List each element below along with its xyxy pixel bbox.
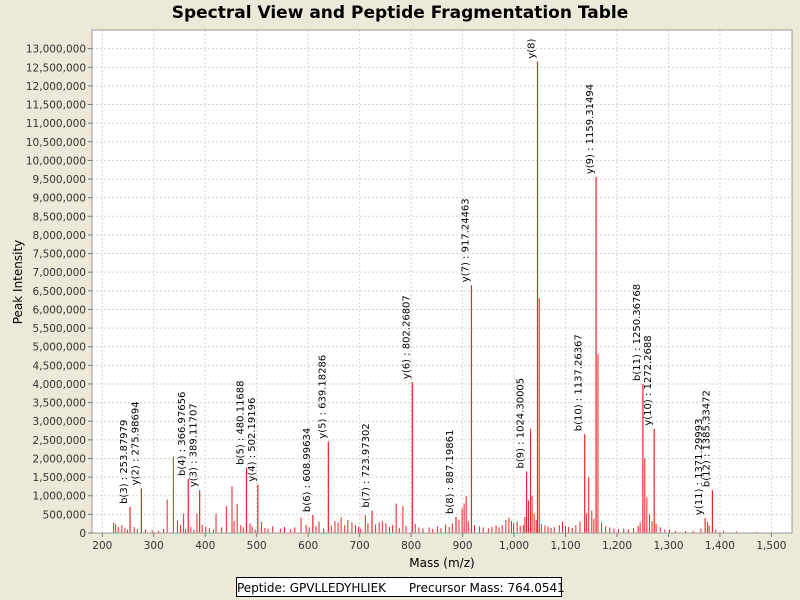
x-tick-label: 300 — [144, 540, 164, 552]
peak-label: b(11) : 1250.36768 — [632, 284, 643, 381]
x-tick-label: 1,000 — [499, 540, 529, 552]
peak-label: b(10) : 1137.26367 — [574, 334, 585, 431]
peak-label: y(3) : 389.11707 — [189, 403, 200, 487]
peak-label: b(6) : 608.99634 — [302, 428, 313, 512]
chart-title: Spectral View and Peptide Fragmentation … — [171, 3, 629, 23]
peak-label: y(5) : 639.18286 — [317, 355, 328, 439]
peak-label: b(5) : 480.11688 — [235, 380, 246, 464]
peak-label: b(9) : 1024.30005 — [516, 378, 527, 469]
y-tick-label: 7,000,000 — [33, 267, 86, 279]
y-tick-label: 11,000,000 — [26, 118, 86, 130]
x-tick-label: 1,500 — [756, 540, 786, 552]
y-tick-label: 5,500,000 — [33, 323, 86, 335]
y-tick-label: 6,500,000 — [33, 286, 86, 298]
y-tick-label: 0 — [79, 528, 86, 540]
legend-precursor-mass: Precursor Mass: 764.0541 — [408, 581, 565, 595]
x-tick-label: 900 — [453, 540, 473, 552]
peak-label: b(8) : 887.19861 — [445, 430, 456, 514]
y-tick-label: 500,000 — [43, 509, 86, 521]
y-tick-label: 11,500,000 — [26, 100, 86, 112]
y-tick-label: 12,500,000 — [26, 62, 86, 74]
y-tick-label: 6,000,000 — [33, 304, 86, 316]
x-tick-label: 1,100 — [550, 540, 580, 552]
x-axis-label: Mass (m/z) — [409, 556, 474, 570]
y-tick-label: 10,500,000 — [26, 137, 86, 149]
x-tick-label: 1,400 — [705, 540, 735, 552]
y-tick-label: 8,500,000 — [33, 211, 86, 223]
peak-label: y(10) : 1272.2688 — [643, 335, 654, 425]
peak-label: y(11) : 1371.29993 — [694, 418, 705, 515]
peak-label: y(4) : 502.19196 — [247, 398, 258, 482]
peak-label: y(6) : 802.26807 — [401, 295, 412, 379]
peak-label: y(8) — [527, 38, 538, 58]
y-tick-label: 13,000,000 — [26, 44, 86, 56]
x-tick-label: 1,200 — [602, 540, 632, 552]
x-tick-label: 500 — [247, 540, 267, 552]
peak-label: b(7) : 723.97302 — [361, 423, 372, 507]
x-tick-label: 700 — [350, 540, 370, 552]
y-tick-label: 2,500,000 — [33, 435, 86, 447]
peak-series — [113, 61, 757, 533]
peak-label: b(4) : 366.97656 — [177, 392, 188, 476]
y-tick-label: 9,500,000 — [33, 174, 86, 186]
x-tick-label: 800 — [401, 540, 421, 552]
y-tick-label: 5,000,000 — [33, 342, 86, 354]
legend: Peptide: GPVLLEDYHLIEK Precursor Mass: 7… — [236, 577, 565, 597]
y-axis: 0 500,000 1,000,000 1,500,000 2,000,000 2,500… — [26, 44, 92, 540]
y-tick-label: 2,000,000 — [33, 453, 86, 465]
peak-annotations: b(3) : 253.87979 y(2) : 275.98694 b(4) : 3… — [119, 38, 712, 515]
x-tick-label: 1,300 — [653, 540, 683, 552]
y-axis-label: Peak Intensity — [11, 240, 25, 325]
x-tick-label: 400 — [195, 540, 215, 552]
x-tick-label: 600 — [298, 540, 318, 552]
y-tick-label: 3,500,000 — [33, 398, 86, 410]
peak-label: y(7) : 917.24463 — [460, 198, 471, 282]
y-tick-label: 7,500,000 — [33, 249, 86, 261]
y-tick-label: 3,000,000 — [33, 416, 86, 428]
grid-lines — [92, 30, 792, 533]
y-tick-label: 4,000,000 — [33, 379, 86, 391]
y-tick-label: 8,000,000 — [33, 230, 86, 242]
y-tick-label: 9,000,000 — [33, 193, 86, 205]
y-tick-label: 4,500,000 — [33, 360, 86, 372]
y-tick-label: 1,000,000 — [33, 491, 86, 503]
plot-border — [91, 29, 793, 534]
plot-area — [92, 30, 792, 533]
peak-label: b(3) : 253.87979 — [119, 420, 130, 504]
x-tick-label: 200 — [92, 540, 112, 552]
legend-peptide: Peptide: GPVLLEDYHLIEK — [237, 581, 387, 595]
x-axis: 200 300 400 500 600 700 800 900 1,000 1,100 1,200 1… — [92, 533, 786, 552]
peak-label: y(2) : 275.98694 — [130, 401, 141, 485]
y-tick-label: 12,000,000 — [26, 81, 86, 93]
peak-label: y(9) : 1159.31494 — [585, 84, 596, 174]
y-tick-label: 1,500,000 — [33, 472, 86, 484]
peak-label: b(12) : 1385.33472 — [701, 390, 712, 487]
y-tick-label: 10,000,000 — [26, 155, 86, 167]
